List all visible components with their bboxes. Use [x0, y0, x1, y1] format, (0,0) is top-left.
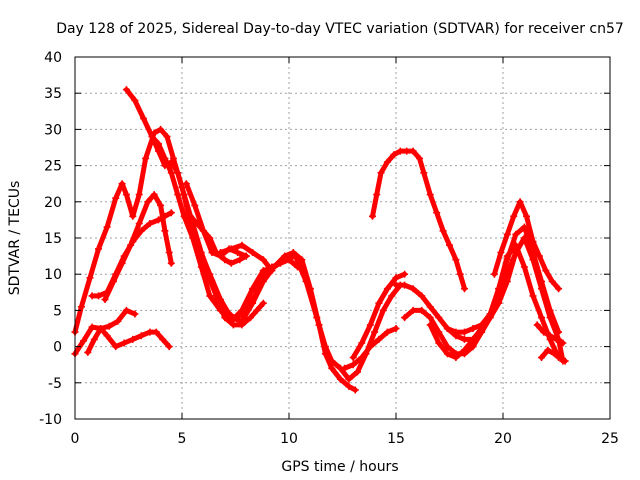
point-markers	[84, 325, 173, 356]
x-tick-label: 20	[494, 431, 512, 447]
series-line	[85, 326, 172, 355]
series-trace-3	[84, 325, 173, 356]
x-tick-label: 25	[601, 431, 619, 447]
series-trace-18	[443, 223, 563, 336]
point-markers	[369, 147, 468, 293]
y-tick-label: 35	[44, 86, 62, 102]
series-line	[196, 246, 358, 393]
x-tick-label: 10	[280, 431, 298, 447]
y-tick-label: -5	[48, 376, 62, 392]
point-markers	[195, 245, 359, 394]
x-tick-label: 0	[71, 431, 80, 447]
series-trace-11	[217, 241, 276, 275]
y-tick-label: 20	[44, 195, 62, 211]
y-tick-label: 0	[53, 340, 62, 356]
y-axis-label: SDTVAR / TECUs	[7, 181, 23, 296]
series-trace-12	[341, 325, 400, 372]
y-tick-label: 15	[44, 231, 62, 247]
series-trace-5	[101, 191, 175, 303]
y-tick-label: 25	[44, 159, 62, 175]
series-trace-9	[187, 212, 250, 267]
point-markers	[341, 325, 400, 372]
point-markers	[349, 270, 409, 361]
series-trace-13	[349, 270, 409, 361]
point-markers	[217, 241, 276, 275]
point-markers	[538, 346, 569, 365]
point-markers	[443, 223, 563, 336]
series-trace-19	[490, 198, 563, 293]
point-markers	[187, 212, 250, 267]
x-tick-label: 5	[178, 431, 187, 447]
series-trace-21	[538, 346, 569, 365]
x-axis-label: GPS time / hours	[281, 459, 398, 475]
series-line	[72, 307, 138, 357]
chart-title: Day 128 of 2025, Sidereal Day-to-day VTE…	[56, 21, 624, 37]
axis-ticks: 0 5 10 15 20 25 -10 -5 0 5 10 15 20 25 30 35 40	[39, 50, 619, 447]
series-trace-10	[195, 245, 359, 394]
y-tick-label: -10	[39, 412, 62, 428]
x-tick-label: 15	[387, 431, 405, 447]
y-tick-label: 5	[53, 303, 62, 319]
y-tick-label: 10	[44, 267, 62, 283]
point-markers	[490, 198, 563, 293]
y-tick-label: 40	[44, 50, 62, 66]
y-tick-label: 30	[44, 122, 62, 138]
series-trace-14	[369, 147, 468, 293]
series-trace-20	[533, 321, 567, 347]
point-markers	[533, 321, 567, 347]
point-markers	[101, 191, 175, 303]
